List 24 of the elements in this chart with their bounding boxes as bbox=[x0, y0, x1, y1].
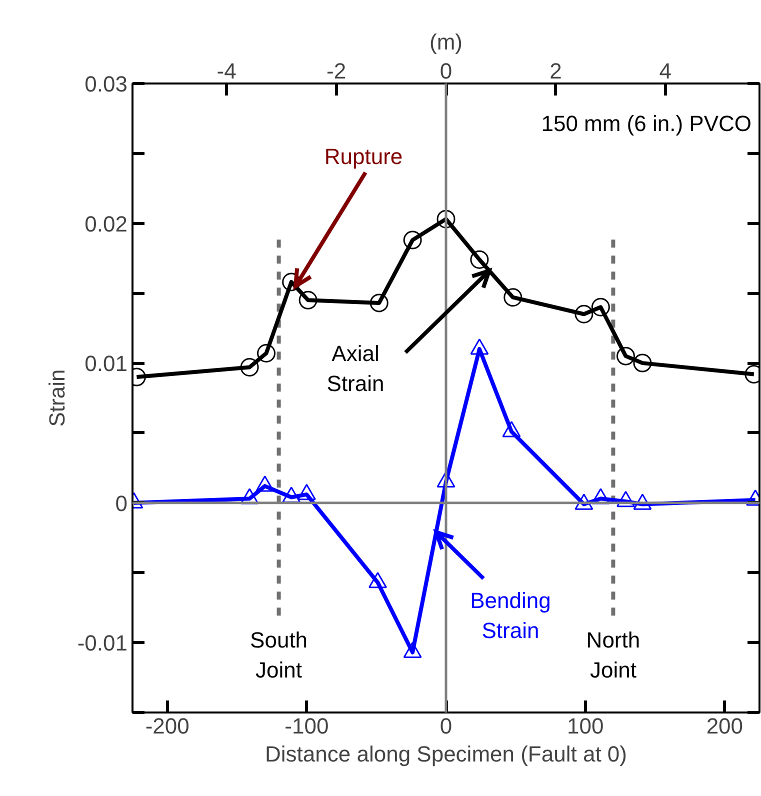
annotation: Rupture bbox=[324, 144, 403, 169]
annotation: Axial Strain bbox=[326, 341, 384, 396]
x-axis-title: Distance along Specimen (Fault at 0) bbox=[265, 742, 627, 766]
annotation: 150 mm (6 in.) PVCO bbox=[541, 111, 752, 136]
ref-line-label: North Joint bbox=[586, 628, 640, 683]
y-tick-label: 0 bbox=[115, 490, 128, 516]
x-tick-label: 100 bbox=[566, 714, 604, 738]
x-tick-label: -100 bbox=[284, 714, 329, 738]
y-tick-label: 0.01 bbox=[84, 351, 128, 376]
annotation: Bending Strain bbox=[470, 588, 551, 643]
y-axis-title: Strain bbox=[44, 369, 70, 427]
x-tick-label: -200 bbox=[145, 714, 190, 738]
x2-tick-label: 0 bbox=[440, 58, 452, 84]
x2-tick-label: 2 bbox=[550, 58, 562, 84]
y-tick-label: 0.02 bbox=[84, 211, 128, 236]
ref-line-label: South Joint bbox=[250, 628, 308, 683]
x2-tick-label: -2 bbox=[326, 58, 346, 84]
x-tick-label: 0 bbox=[440, 714, 452, 738]
y-tick-label: -0.01 bbox=[77, 630, 128, 656]
y-tick-label: 0.03 bbox=[84, 72, 128, 96]
x2-tick-label: 4 bbox=[659, 58, 672, 84]
x2-tick-label: -4 bbox=[216, 58, 236, 84]
x2-axis-title: (m) bbox=[430, 30, 462, 54]
x-tick-label: 200 bbox=[706, 714, 744, 738]
